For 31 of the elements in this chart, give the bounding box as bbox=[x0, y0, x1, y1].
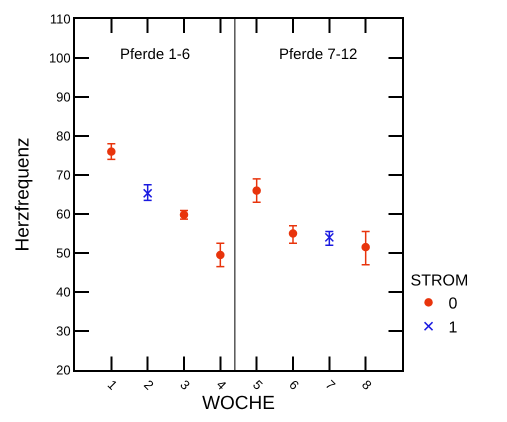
y-tick-label: 20 bbox=[56, 362, 71, 378]
y-tick-label: 70 bbox=[56, 168, 71, 183]
x-axis-title: WOCHE bbox=[202, 392, 275, 414]
x-tick-label: 8 bbox=[358, 376, 375, 393]
y-tick-label: 100 bbox=[48, 50, 71, 66]
legend-label: 0 bbox=[448, 296, 458, 313]
point bbox=[324, 232, 334, 242]
y-tick-label: 110 bbox=[50, 12, 71, 27]
x-tick-label: 4 bbox=[214, 376, 230, 393]
point bbox=[361, 242, 370, 252]
point bbox=[216, 250, 225, 260]
x-tick-label: 5 bbox=[250, 376, 266, 393]
legend-title: STROM bbox=[410, 272, 468, 290]
x-tick-label: 7 bbox=[322, 376, 338, 393]
y-tick-label: 50 bbox=[56, 246, 71, 261]
x-tick-label: 3 bbox=[177, 376, 194, 393]
y-axis-title: Herzfrequenz bbox=[12, 137, 34, 252]
annotation: Pferde 1-6 bbox=[120, 46, 190, 63]
x-tick-label: 1 bbox=[104, 376, 120, 393]
point bbox=[288, 229, 298, 238]
y-tick-label: 30 bbox=[56, 324, 71, 339]
y-tick-label: 80 bbox=[56, 128, 71, 144]
x-tick-label: 6 bbox=[286, 376, 302, 393]
legend-label: 1 bbox=[448, 319, 458, 336]
y-tick-label: 90 bbox=[56, 90, 71, 105]
y-tick-label: 60 bbox=[56, 206, 71, 222]
x-tick-label: 2 bbox=[140, 376, 157, 393]
annotation: Pferde 7-12 bbox=[279, 46, 358, 63]
point bbox=[107, 147, 116, 156]
point bbox=[252, 186, 261, 195]
y-tick-label: 40 bbox=[56, 284, 71, 300]
